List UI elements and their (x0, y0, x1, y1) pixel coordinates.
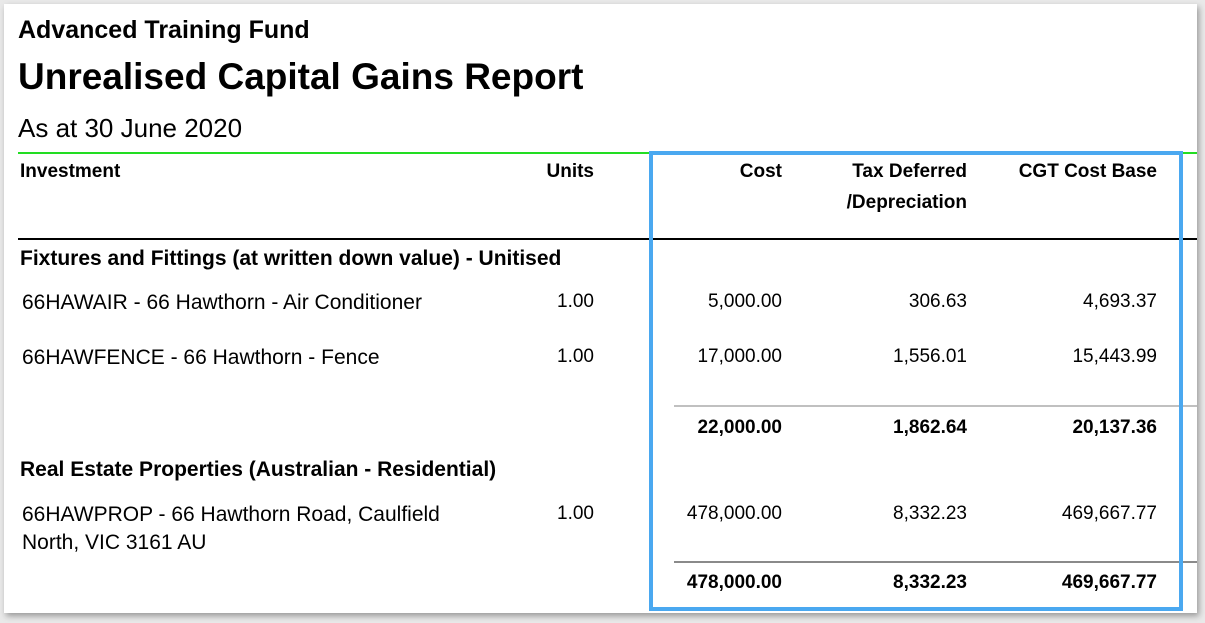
subtotal-rule (674, 561, 1197, 563)
col-header-investment: Investment (20, 161, 121, 182)
tax-deferred-total: 1,862.64 (893, 417, 967, 438)
units-value: 1.00 (557, 503, 594, 524)
col-header-tax-deferred-line2: /Depreciation (846, 192, 967, 213)
col-header-units: Units (546, 161, 595, 182)
section-title: Real Estate Properties (Australian - Res… (20, 458, 497, 481)
investment-name: 66HAWAIR - 66 Hawthorn - Air Conditioner (22, 291, 422, 314)
col-header-tax-deferred-line1: Tax Deferred (852, 161, 967, 182)
tax-deferred-value: 1,556.01 (893, 346, 967, 367)
investment-name: 66HAWFENCE - 66 Hawthorn - Fence (22, 346, 380, 369)
tax-deferred-total: 8,332.23 (893, 572, 967, 593)
header-divider (18, 152, 1197, 154)
cgt-cost-base-value: 469,667.77 (1061, 503, 1157, 524)
tax-deferred-value: 306.63 (908, 291, 967, 312)
units-value: 1.00 (557, 346, 594, 367)
col-header-cgt-cost-base: CGT Cost Base (1018, 161, 1157, 182)
tax-deferred-value: 8,332.23 (893, 503, 967, 524)
cost-value: 5,000.00 (708, 291, 782, 312)
col-header-tax-deferred: Tax Deferred /Depreciation (784, 156, 967, 218)
cgt-cost-base-total: 469,667.77 (1061, 572, 1157, 593)
col-header-cost: Cost (739, 161, 782, 182)
cost-value: 17,000.00 (697, 346, 782, 367)
report-page: Advanced Training Fund Unrealised Capita… (4, 4, 1197, 613)
units-value: 1.00 (557, 291, 594, 312)
cost-total: 478,000.00 (686, 572, 782, 593)
cost-total: 22,000.00 (697, 417, 782, 438)
section-title: Fixtures and Fittings (at written down v… (20, 247, 562, 270)
report-title: Unrealised Capital Gains Report (18, 56, 584, 97)
cgt-cost-base-value: 4,693.37 (1083, 291, 1157, 312)
subtotal-rule (674, 405, 1197, 407)
cgt-cost-base-value: 15,443.99 (1072, 346, 1157, 367)
investment-name: 66HAWPROP - 66 Hawthorn Road, Caulfield … (22, 503, 440, 554)
fund-name: Advanced Training Fund (18, 16, 310, 44)
highlight-box (649, 151, 1183, 611)
cost-value: 478,000.00 (686, 503, 782, 524)
report-date: As at 30 June 2020 (18, 113, 243, 143)
cgt-cost-base-total: 20,137.36 (1072, 417, 1157, 438)
header-bottom-rule (18, 238, 1197, 240)
